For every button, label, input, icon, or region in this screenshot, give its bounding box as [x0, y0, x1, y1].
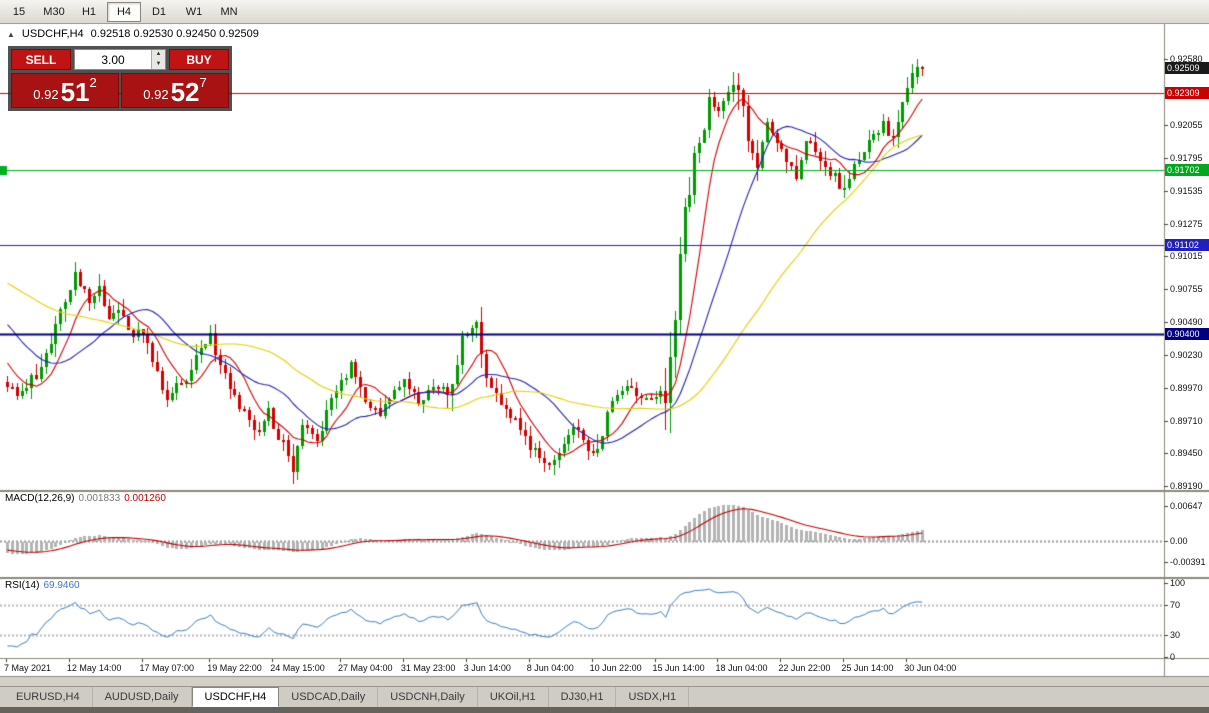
sell-button[interactable]: SELL: [11, 49, 71, 70]
macd-value-signal: 0.001260: [124, 493, 166, 504]
trade-panel-prices: 0.92 51 2 0.92 52 7: [11, 73, 229, 108]
macd-indicator-label: MACD(12,26,9) 0.001833 0.001260: [5, 493, 166, 504]
timeframe-button-group: 15 M30 H1 H4 D1 W1 MN: [2, 1, 246, 22]
timeframe-toolbar: 15 M30 H1 H4 D1 W1 MN: [0, 0, 1209, 24]
timeframe-button-h1[interactable]: H1: [81, 5, 97, 18]
lot-decrease-icon[interactable]: ▼: [152, 59, 165, 69]
one-click-trading-panel: SELL ▲ ▼ BUY 0.92 51 2 0.92 52 7: [8, 46, 232, 111]
chart-header: ▲ USDCHF,H4 0.92518 0.92530 0.92450 0.92…: [7, 28, 259, 40]
buy-price-point: 7: [199, 75, 207, 90]
rsi-label: RSI(14): [5, 580, 40, 591]
chart-tab-usdcnh-daily[interactable]: USDCNH,Daily: [378, 687, 478, 707]
lot-size-input[interactable]: [75, 50, 151, 69]
timeframe-button-d1[interactable]: D1: [151, 5, 167, 18]
buy-price-display[interactable]: 0.92 52 7: [121, 73, 229, 108]
timeframe-button-15[interactable]: 15: [12, 5, 26, 18]
chart-tab-usdx-h1[interactable]: USDX,H1: [616, 687, 690, 707]
lot-size-stepper: ▲ ▼: [151, 50, 165, 69]
lot-increase-icon[interactable]: ▲: [152, 50, 165, 60]
sell-price-prefix: 0.92: [33, 87, 59, 102]
sell-price-display[interactable]: 0.92 51 2: [11, 73, 119, 108]
chart-ohlc-values: 0.92518 0.92530 0.92450 0.92509: [90, 28, 259, 40]
buy-price-pips: 52: [170, 77, 200, 107]
chart-tab-ukoil-h1[interactable]: UKOil,H1: [478, 687, 549, 707]
timeframe-button-w1[interactable]: W1: [185, 5, 203, 18]
chart-tab-usdchf-h4[interactable]: USDCHF,H4: [191, 687, 280, 707]
chart-tab-eurusd-h4[interactable]: EURUSD,H4: [4, 687, 93, 707]
sell-price-pips: 51: [60, 77, 90, 107]
chart-tabs-bar: EURUSD,H4 AUDUSD,Daily USDCHF,H4 USDCAD,Dai…: [0, 686, 1209, 707]
status-strip: [0, 707, 1209, 713]
chart-tab-dj30-h1[interactable]: DJ30,H1: [549, 687, 617, 707]
buy-price-prefix: 0.92: [143, 87, 169, 102]
chart-title: USDCHF,H4: [21, 28, 84, 40]
timeframe-button-mn[interactable]: MN: [220, 5, 238, 18]
chart-tab-usdcad-daily[interactable]: USDCAD,Daily: [279, 687, 379, 707]
sell-price-point: 2: [89, 75, 97, 90]
rsi-indicator-label: RSI(14) 69.9460: [5, 580, 80, 591]
macd-label: MACD(12,26,9): [5, 493, 75, 504]
rsi-value: 69.9460: [43, 580, 80, 591]
chart-tab-audusd-daily[interactable]: AUDUSD,Daily: [93, 687, 192, 707]
timeframe-button-h4[interactable]: H4: [107, 1, 141, 22]
collapse-trade-panel-icon[interactable]: ▲: [7, 29, 15, 39]
lot-size-field: ▲ ▼: [74, 49, 166, 70]
timeframe-button-m30[interactable]: M30: [43, 5, 65, 18]
buy-button[interactable]: BUY: [169, 49, 229, 70]
macd-value-main: 0.001833: [78, 493, 121, 504]
trade-panel-controls: SELL ▲ ▼ BUY: [11, 49, 229, 70]
